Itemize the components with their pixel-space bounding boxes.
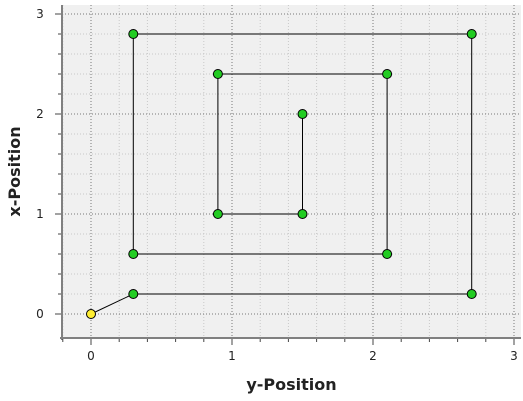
data-point	[128, 249, 139, 259]
y-tick-label: 3	[36, 7, 44, 21]
y-axis-title: x-Position	[5, 126, 24, 216]
data-point	[212, 209, 223, 219]
x-tick-label: 1	[228, 349, 236, 363]
data-point	[128, 29, 139, 39]
data-point	[297, 209, 308, 219]
x-tick-label: 2	[369, 349, 377, 363]
y-tick-label: 1	[36, 207, 44, 221]
data-point	[128, 289, 139, 299]
data-point	[212, 69, 223, 79]
x-tick-label: 3	[510, 349, 518, 363]
plot-background	[62, 5, 521, 338]
y-tick-label: 0	[36, 307, 44, 321]
plot-area: 0 1 2 3 0 1 2 3	[36, 5, 521, 363]
y-tick-label: 2	[36, 107, 44, 121]
data-point	[382, 69, 393, 79]
data-point	[382, 249, 393, 259]
data-point	[86, 309, 96, 319]
x-tick-label: 0	[87, 349, 95, 363]
data-point	[466, 29, 477, 39]
x-axis-title: y-Position	[246, 375, 336, 394]
data-point	[466, 289, 477, 299]
series-line	[90, 33, 473, 315]
data-point	[297, 109, 308, 119]
